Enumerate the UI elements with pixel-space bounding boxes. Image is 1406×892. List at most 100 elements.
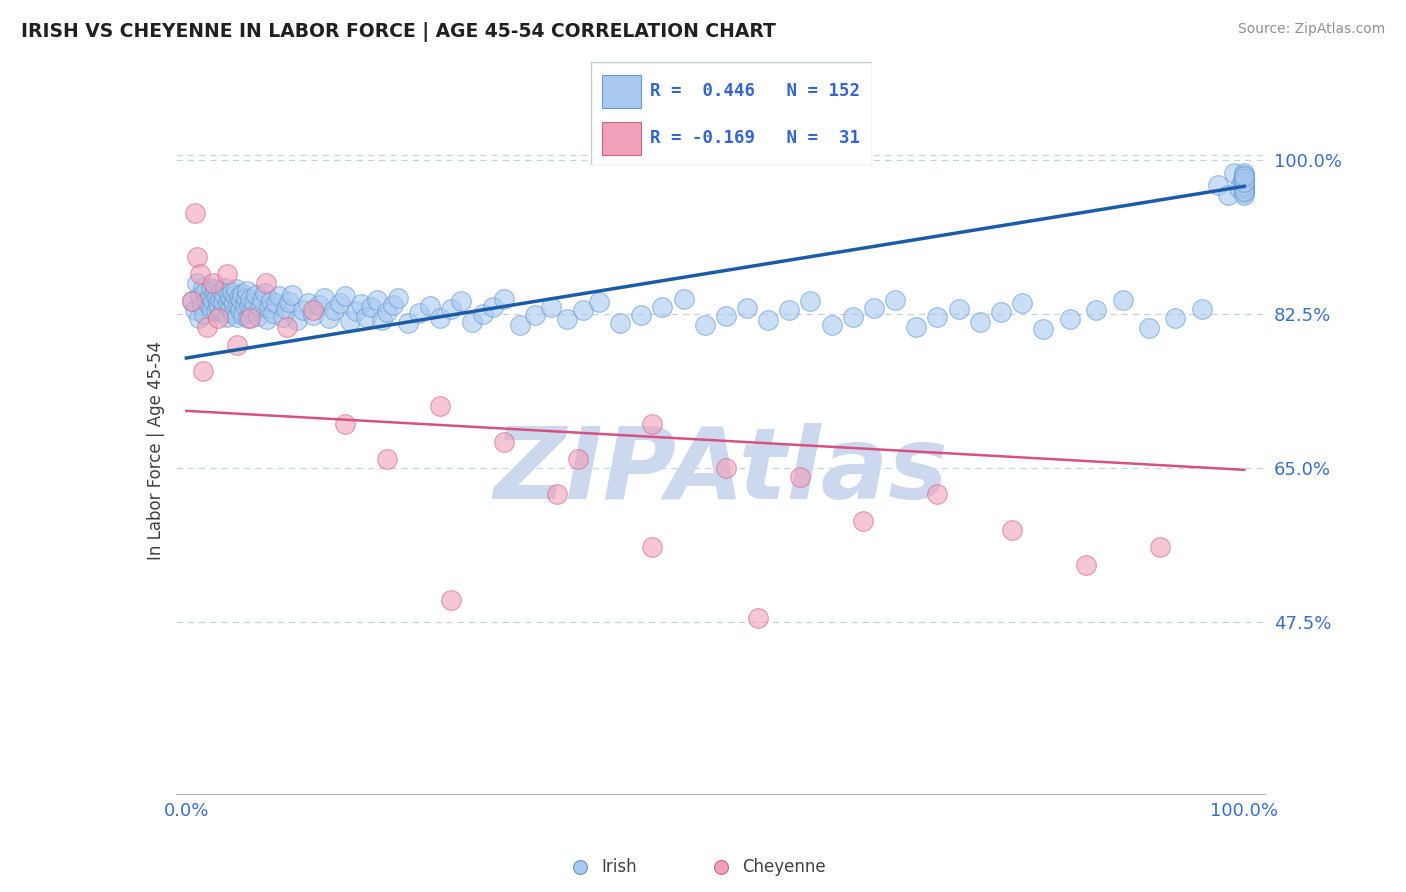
Point (217, 295, 239, 310)
Point (375, 452, 398, 467)
Point (863, 301, 886, 315)
Y-axis label: In Labor Force | Age 45-54: In Labor Force | Age 45-54 (146, 341, 165, 560)
Point (540, 300, 562, 314)
Point (318, 311, 340, 326)
Point (226, 297, 249, 311)
Point (274, 301, 297, 316)
Point (1233, 172, 1256, 186)
Point (215, 268, 238, 282)
Point (245, 287, 267, 301)
Point (471, 307, 494, 321)
Point (1032, 322, 1054, 336)
Point (387, 291, 409, 305)
Point (221, 285, 243, 299)
Point (218, 289, 240, 303)
Point (191, 298, 214, 312)
Point (572, 302, 595, 317)
Point (1233, 181, 1256, 195)
Point (212, 294, 235, 309)
Point (461, 315, 484, 329)
Point (350, 297, 373, 311)
Point (735, 301, 758, 315)
Point (302, 308, 325, 322)
Point (254, 276, 277, 290)
Point (262, 306, 284, 320)
Point (186, 276, 208, 290)
Point (240, 304, 263, 318)
Point (291, 302, 314, 317)
Point (440, 301, 463, 316)
Point (778, 302, 800, 317)
Point (208, 301, 231, 315)
Point (375, 305, 398, 319)
Point (209, 292, 232, 306)
Point (180, 293, 202, 308)
Point (198, 289, 221, 303)
Point (188, 289, 211, 303)
Point (1233, 184, 1256, 198)
Point (297, 295, 319, 310)
Point (222, 296, 245, 310)
Text: R =  0.446   N = 152: R = 0.446 N = 152 (650, 82, 859, 100)
Point (229, 303, 252, 318)
Point (249, 300, 271, 314)
Point (419, 299, 441, 313)
Point (1222, 166, 1244, 180)
Point (252, 293, 274, 307)
Point (1233, 188, 1256, 202)
Text: Source: ZipAtlas.com: Source: ZipAtlas.com (1237, 22, 1385, 37)
Point (482, 300, 505, 314)
Point (1233, 170, 1256, 185)
Point (1111, 293, 1133, 307)
Point (222, 306, 245, 320)
FancyBboxPatch shape (591, 62, 872, 165)
Point (209, 284, 232, 298)
Point (1227, 181, 1250, 195)
Point (308, 298, 330, 312)
Point (1233, 175, 1256, 189)
Point (440, 593, 463, 607)
Point (1059, 312, 1081, 326)
Point (927, 487, 949, 501)
Point (651, 300, 673, 314)
Point (693, 318, 716, 333)
Point (344, 304, 367, 318)
Point (333, 417, 356, 431)
Point (1233, 184, 1256, 198)
Point (1085, 302, 1108, 317)
Point (1164, 311, 1187, 326)
Point (264, 296, 287, 310)
Point (278, 294, 301, 309)
Point (200, 280, 222, 294)
Point (588, 294, 610, 309)
Point (235, 291, 257, 305)
Point (641, 417, 664, 431)
Point (215, 310, 238, 324)
Point (905, 320, 928, 334)
Point (235, 284, 257, 298)
FancyBboxPatch shape (602, 75, 641, 108)
Point (789, 470, 811, 484)
Point (218, 301, 240, 316)
Point (509, 318, 531, 332)
Point (360, 300, 382, 314)
Point (1230, 175, 1253, 189)
Point (429, 400, 451, 414)
Point (333, 289, 356, 303)
Point (884, 293, 907, 307)
Point (256, 312, 278, 326)
Point (231, 286, 253, 301)
Text: IRISH VS CHEYENNE IN LABOR FORCE | AGE 45-54 CORRELATION CHART: IRISH VS CHEYENNE IN LABOR FORCE | AGE 4… (21, 22, 776, 42)
Point (287, 313, 309, 327)
Point (1011, 295, 1033, 310)
Point (243, 294, 266, 309)
Point (339, 314, 361, 328)
Point (1137, 321, 1160, 335)
Point (247, 309, 270, 323)
Point (226, 338, 249, 352)
Point (184, 302, 207, 317)
Point (1233, 168, 1256, 182)
Point (1233, 169, 1256, 183)
Point (201, 276, 224, 290)
Point (710, 860, 733, 874)
